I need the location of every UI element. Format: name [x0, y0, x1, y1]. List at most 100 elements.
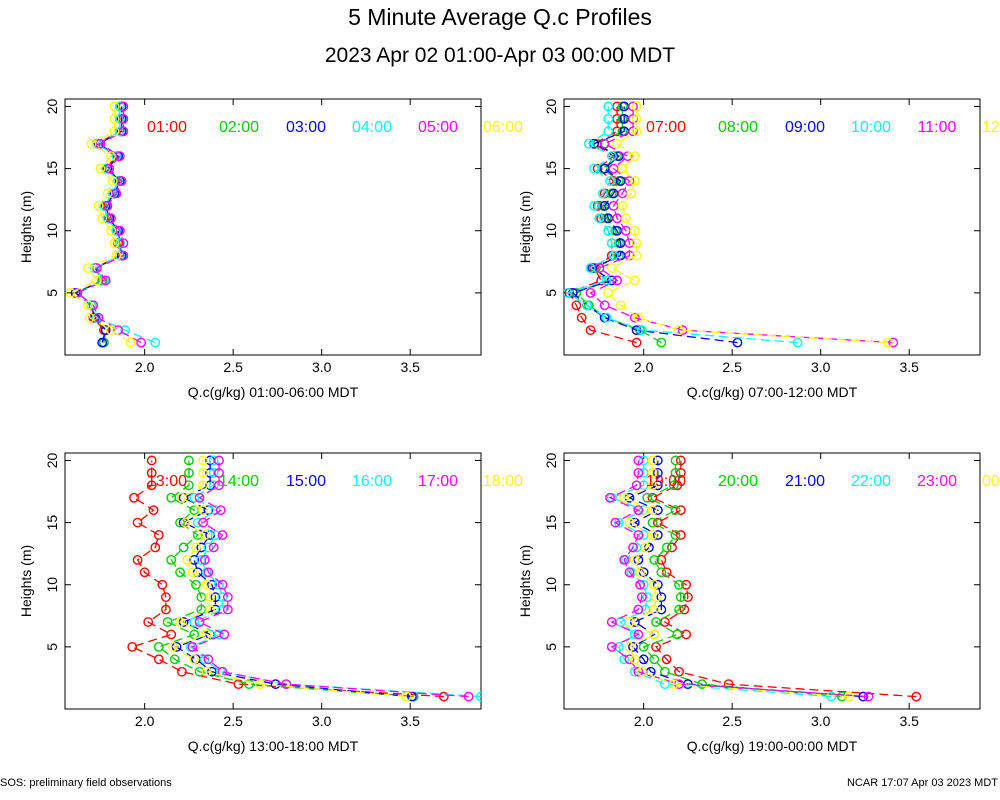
- y-tick-label: 5: [543, 289, 559, 297]
- data-point: [636, 592, 647, 603]
- x-tick-label: 3.0: [312, 713, 332, 729]
- data-point: [114, 126, 125, 137]
- data-point: [612, 275, 623, 286]
- data-point: [656, 592, 667, 603]
- data-point: [189, 654, 200, 665]
- legend-entry: 18:00: [483, 473, 523, 490]
- data-point: [674, 604, 684, 615]
- data-point: [187, 641, 198, 652]
- data-point: [585, 325, 596, 336]
- data-point: [633, 312, 644, 323]
- data-point: [106, 151, 116, 162]
- data-point: [608, 250, 619, 261]
- legend-entry: 13:00: [147, 473, 187, 490]
- data-point: [114, 101, 125, 112]
- data-point: [93, 200, 104, 211]
- data-point: [610, 517, 621, 528]
- data-point: [601, 312, 612, 323]
- data-point: [222, 604, 233, 615]
- data-point: [194, 617, 205, 627]
- data-point: [652, 517, 663, 528]
- data-point: [176, 666, 187, 677]
- data-point: [649, 604, 660, 615]
- data-point: [143, 617, 154, 627]
- data-point: [636, 666, 647, 677]
- data-point: [642, 492, 653, 503]
- legend-entry: 15:00: [286, 473, 326, 490]
- data-point: [624, 176, 635, 186]
- y-tick-label: 20: [543, 452, 559, 468]
- data-point: [203, 542, 214, 553]
- data-point: [619, 492, 630, 503]
- data-point: [88, 300, 99, 311]
- data-point: [679, 604, 690, 615]
- data-point: [675, 592, 686, 603]
- data-point: [629, 275, 640, 286]
- data-point: [652, 530, 663, 540]
- x-tick-label: 2.5: [722, 713, 742, 729]
- legend-entry: 19:00: [646, 473, 686, 490]
- data-point: [624, 238, 635, 249]
- data-point: [111, 250, 122, 261]
- data-point: [606, 617, 617, 627]
- legend-entry: 07:00: [646, 119, 686, 136]
- data-point: [198, 480, 208, 491]
- data-point: [594, 263, 605, 273]
- data-point: [668, 679, 679, 690]
- legend-entry: 14:00: [219, 473, 259, 490]
- data-point: [617, 200, 628, 211]
- data-point: [65, 287, 76, 298]
- data-point: [196, 542, 207, 553]
- data-point: [599, 138, 610, 149]
- data-point: [651, 617, 661, 627]
- data-point: [184, 480, 194, 491]
- data-point: [647, 517, 658, 528]
- data-point: [619, 554, 630, 565]
- data-point: [175, 567, 185, 578]
- x-axis-label: Q.c(g/kg) 19:00-00:00 MDT: [687, 738, 858, 754]
- footer-timestamp: NCAR 17:07 Apr 03 2023 MDT: [846, 777, 998, 789]
- footer-note: SOS: preliminary field observations: [0, 777, 172, 789]
- x-tick-label: 2.0: [634, 713, 654, 729]
- data-point: [217, 579, 228, 590]
- data-point: [100, 325, 111, 336]
- series-group: [564, 101, 899, 348]
- data-point: [681, 629, 692, 640]
- data-point: [583, 138, 594, 149]
- data-point: [153, 654, 164, 665]
- data-point: [592, 163, 603, 174]
- legend-entry: 11:00: [918, 119, 957, 136]
- data-point: [148, 505, 159, 516]
- data-point: [656, 337, 667, 348]
- data-point: [132, 554, 143, 565]
- y-tick-label: 5: [543, 643, 559, 651]
- data-point: [613, 641, 624, 652]
- data-point: [254, 679, 265, 690]
- data-point: [187, 567, 198, 578]
- data-point: [217, 592, 228, 603]
- series-line-0200: [74, 106, 123, 343]
- legend-entry: 17:00: [418, 473, 458, 490]
- series-line-1900: [650, 460, 917, 698]
- panel-1: 2.0 2.5 3.0 3.5 5 10 15 20 Q.c(g/kg) 01:00-06:00…: [18, 98, 523, 400]
- data-point: [244, 679, 255, 690]
- data-point: [652, 467, 663, 478]
- data-point: [628, 542, 638, 553]
- data-point: [624, 617, 635, 627]
- data-point: [109, 238, 120, 249]
- data-point: [150, 337, 161, 348]
- data-point: [606, 151, 617, 162]
- data-point: [617, 163, 628, 174]
- data-point: [199, 530, 210, 540]
- data-point: [86, 138, 97, 149]
- y-tick-label: 10: [44, 223, 60, 239]
- series-line-1200: [607, 106, 888, 344]
- series-group: [65, 101, 161, 348]
- data-point: [139, 567, 150, 578]
- data-point: [629, 225, 640, 236]
- data-point: [136, 337, 147, 348]
- data-point: [635, 579, 646, 590]
- data-point: [624, 517, 635, 528]
- data-point: [169, 654, 180, 665]
